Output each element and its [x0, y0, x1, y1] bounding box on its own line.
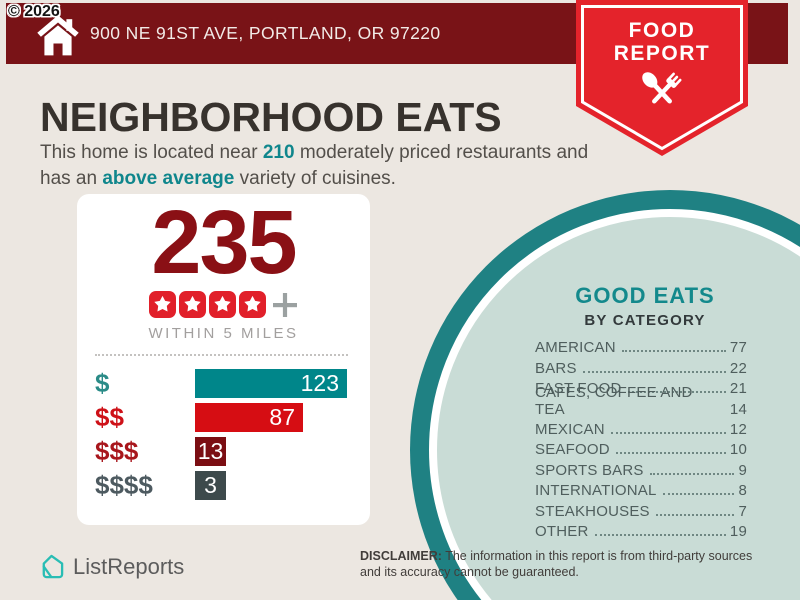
- category-value: 9: [738, 461, 747, 479]
- price-tier-value: 87: [269, 404, 295, 430]
- category-value: 77: [729, 339, 747, 357]
- category-label: INTERNATIONAL: [535, 482, 657, 500]
- rating-row: [77, 291, 370, 318]
- intro-part3: variety of cuisines.: [234, 168, 396, 189]
- price-tier-bar: 3: [195, 471, 226, 500]
- restaurant-summary-card: 235 WITHIN 5 MILES $123 $$ 87 $$$ 13 $$$$ 3: [77, 194, 370, 525]
- category-row: FAST FOOD 21: [535, 377, 747, 397]
- star-icon: [239, 291, 266, 318]
- category-value: 10: [729, 441, 747, 459]
- category-row: SPORTS BARS 9: [535, 458, 747, 479]
- crossed-spoon-fork-icon: [642, 72, 682, 104]
- good-eats-subtitle: BY CATEGORY: [584, 312, 706, 329]
- category-row: BARS 22: [535, 356, 747, 377]
- intro-part2: moderately priced restaurants and has an: [40, 142, 589, 189]
- price-tier-chart: $123 $$ 87 $$$ 13 $$$$ 3: [77, 368, 370, 500]
- disclaimer: DISCLAIMER: The information in this repo…: [360, 549, 772, 580]
- property-address: 900 NE 91ST AVE, PORTLAND, OR 97220: [90, 23, 441, 43]
- category-label: STEAKHOUSES: [535, 502, 650, 520]
- badge-title-line1: FOOD: [628, 19, 696, 42]
- dotted-leader: [662, 493, 735, 496]
- price-tier-label: $$$$: [95, 470, 153, 500]
- good-eats-title: GOOD EATS: [575, 283, 715, 308]
- category-label: MEXICAN: [535, 420, 605, 438]
- price-tier-label: $: [95, 368, 110, 398]
- category-label: OTHER: [535, 522, 589, 540]
- category-list: AMERICAN 77 BARS 22 FAST FOOD 21 CAFES, COFFEE…: [535, 336, 747, 540]
- price-tier-row: $123: [95, 368, 370, 398]
- disclaimer-text: The information in this report is from t…: [360, 549, 753, 579]
- copyright-text: © 2026: [8, 3, 60, 20]
- dotted-divider: [95, 354, 348, 356]
- star-icon: [209, 291, 236, 318]
- dotted-leader: [594, 533, 726, 536]
- variety-highlight: above average: [102, 168, 235, 189]
- category-value: 21: [729, 380, 747, 398]
- listreports-house-icon: [42, 554, 64, 579]
- star-icon: [179, 291, 206, 318]
- category-value: 14: [729, 400, 747, 418]
- category-value: 19: [729, 522, 747, 540]
- intro-text: This home is located near 210 moderately…: [40, 140, 592, 192]
- category-label: CAFES, COFFEE AND TEA: [535, 383, 693, 418]
- star-icon: [149, 291, 176, 318]
- category-row: AMERICAN 77: [535, 336, 747, 356]
- price-tier-row: $$$$ 3: [95, 470, 370, 500]
- dotted-leader: [615, 452, 726, 455]
- rating-stars: [149, 291, 266, 318]
- dotted-leader: [610, 431, 726, 434]
- plus-icon: [273, 292, 297, 317]
- category-value: 8: [738, 482, 747, 500]
- home-icon: [37, 15, 79, 56]
- price-tier-row: $$ 87: [95, 402, 370, 432]
- price-tier-value: 3: [204, 472, 217, 498]
- food-report-badge: FOOD REPORT: [576, 0, 748, 162]
- category-label: SEAFOOD: [535, 441, 610, 459]
- page-title: NEIGHBORHOOD EATS: [40, 94, 502, 140]
- category-row: CAFES, COFFEE AND TEA 14: [535, 384, 747, 418]
- dotted-leader: [649, 472, 735, 475]
- restaurant-count-highlight: 210: [262, 142, 295, 163]
- category-value: 7: [738, 502, 747, 520]
- disclaimer-label: DISCLAIMER:: [360, 549, 442, 563]
- price-tier-label: $$$: [95, 436, 139, 466]
- category-row: SEAFOOD 10: [535, 438, 747, 458]
- badge-title-line2: REPORT: [613, 42, 711, 65]
- price-tier-row: $$$ 13: [95, 436, 370, 466]
- category-row: STEAKHOUSES 7: [535, 499, 747, 520]
- price-tier-bar: 87: [195, 403, 303, 432]
- price-tier-bar: 123: [195, 369, 347, 398]
- price-tier-bar: 13: [195, 437, 226, 466]
- badge-shape: [576, 0, 748, 156]
- restaurant-count: 235: [151, 193, 297, 293]
- radius-caption: WITHIN 5 MILES: [148, 325, 299, 342]
- dotted-leader: [621, 350, 726, 353]
- category-label: BARS: [535, 359, 577, 377]
- intro-part1: This home is located near: [40, 142, 263, 163]
- good-eats-header: GOOD EATS BY CATEGORY: [520, 283, 770, 329]
- category-row: OTHER 19: [535, 520, 747, 540]
- category-value: 12: [729, 420, 747, 438]
- price-tier-label: $$: [95, 402, 124, 432]
- price-tier-value: 13: [197, 438, 224, 464]
- category-row: INTERNATIONAL 8: [535, 479, 747, 499]
- category-label: SPORTS BARS: [535, 461, 644, 479]
- category-label: AMERICAN: [535, 339, 616, 357]
- dotted-leader: [627, 391, 726, 394]
- category-value: 22: [729, 359, 747, 377]
- dotted-leader: [655, 513, 735, 516]
- brand-logo: ListReports: [38, 553, 184, 580]
- price-tier-value: 123: [300, 370, 339, 396]
- category-row: MEXICAN 12: [535, 418, 747, 438]
- dotted-leader: [582, 370, 726, 373]
- brand-name: ListReports: [73, 553, 185, 579]
- category-label: FAST FOOD: [535, 380, 622, 398]
